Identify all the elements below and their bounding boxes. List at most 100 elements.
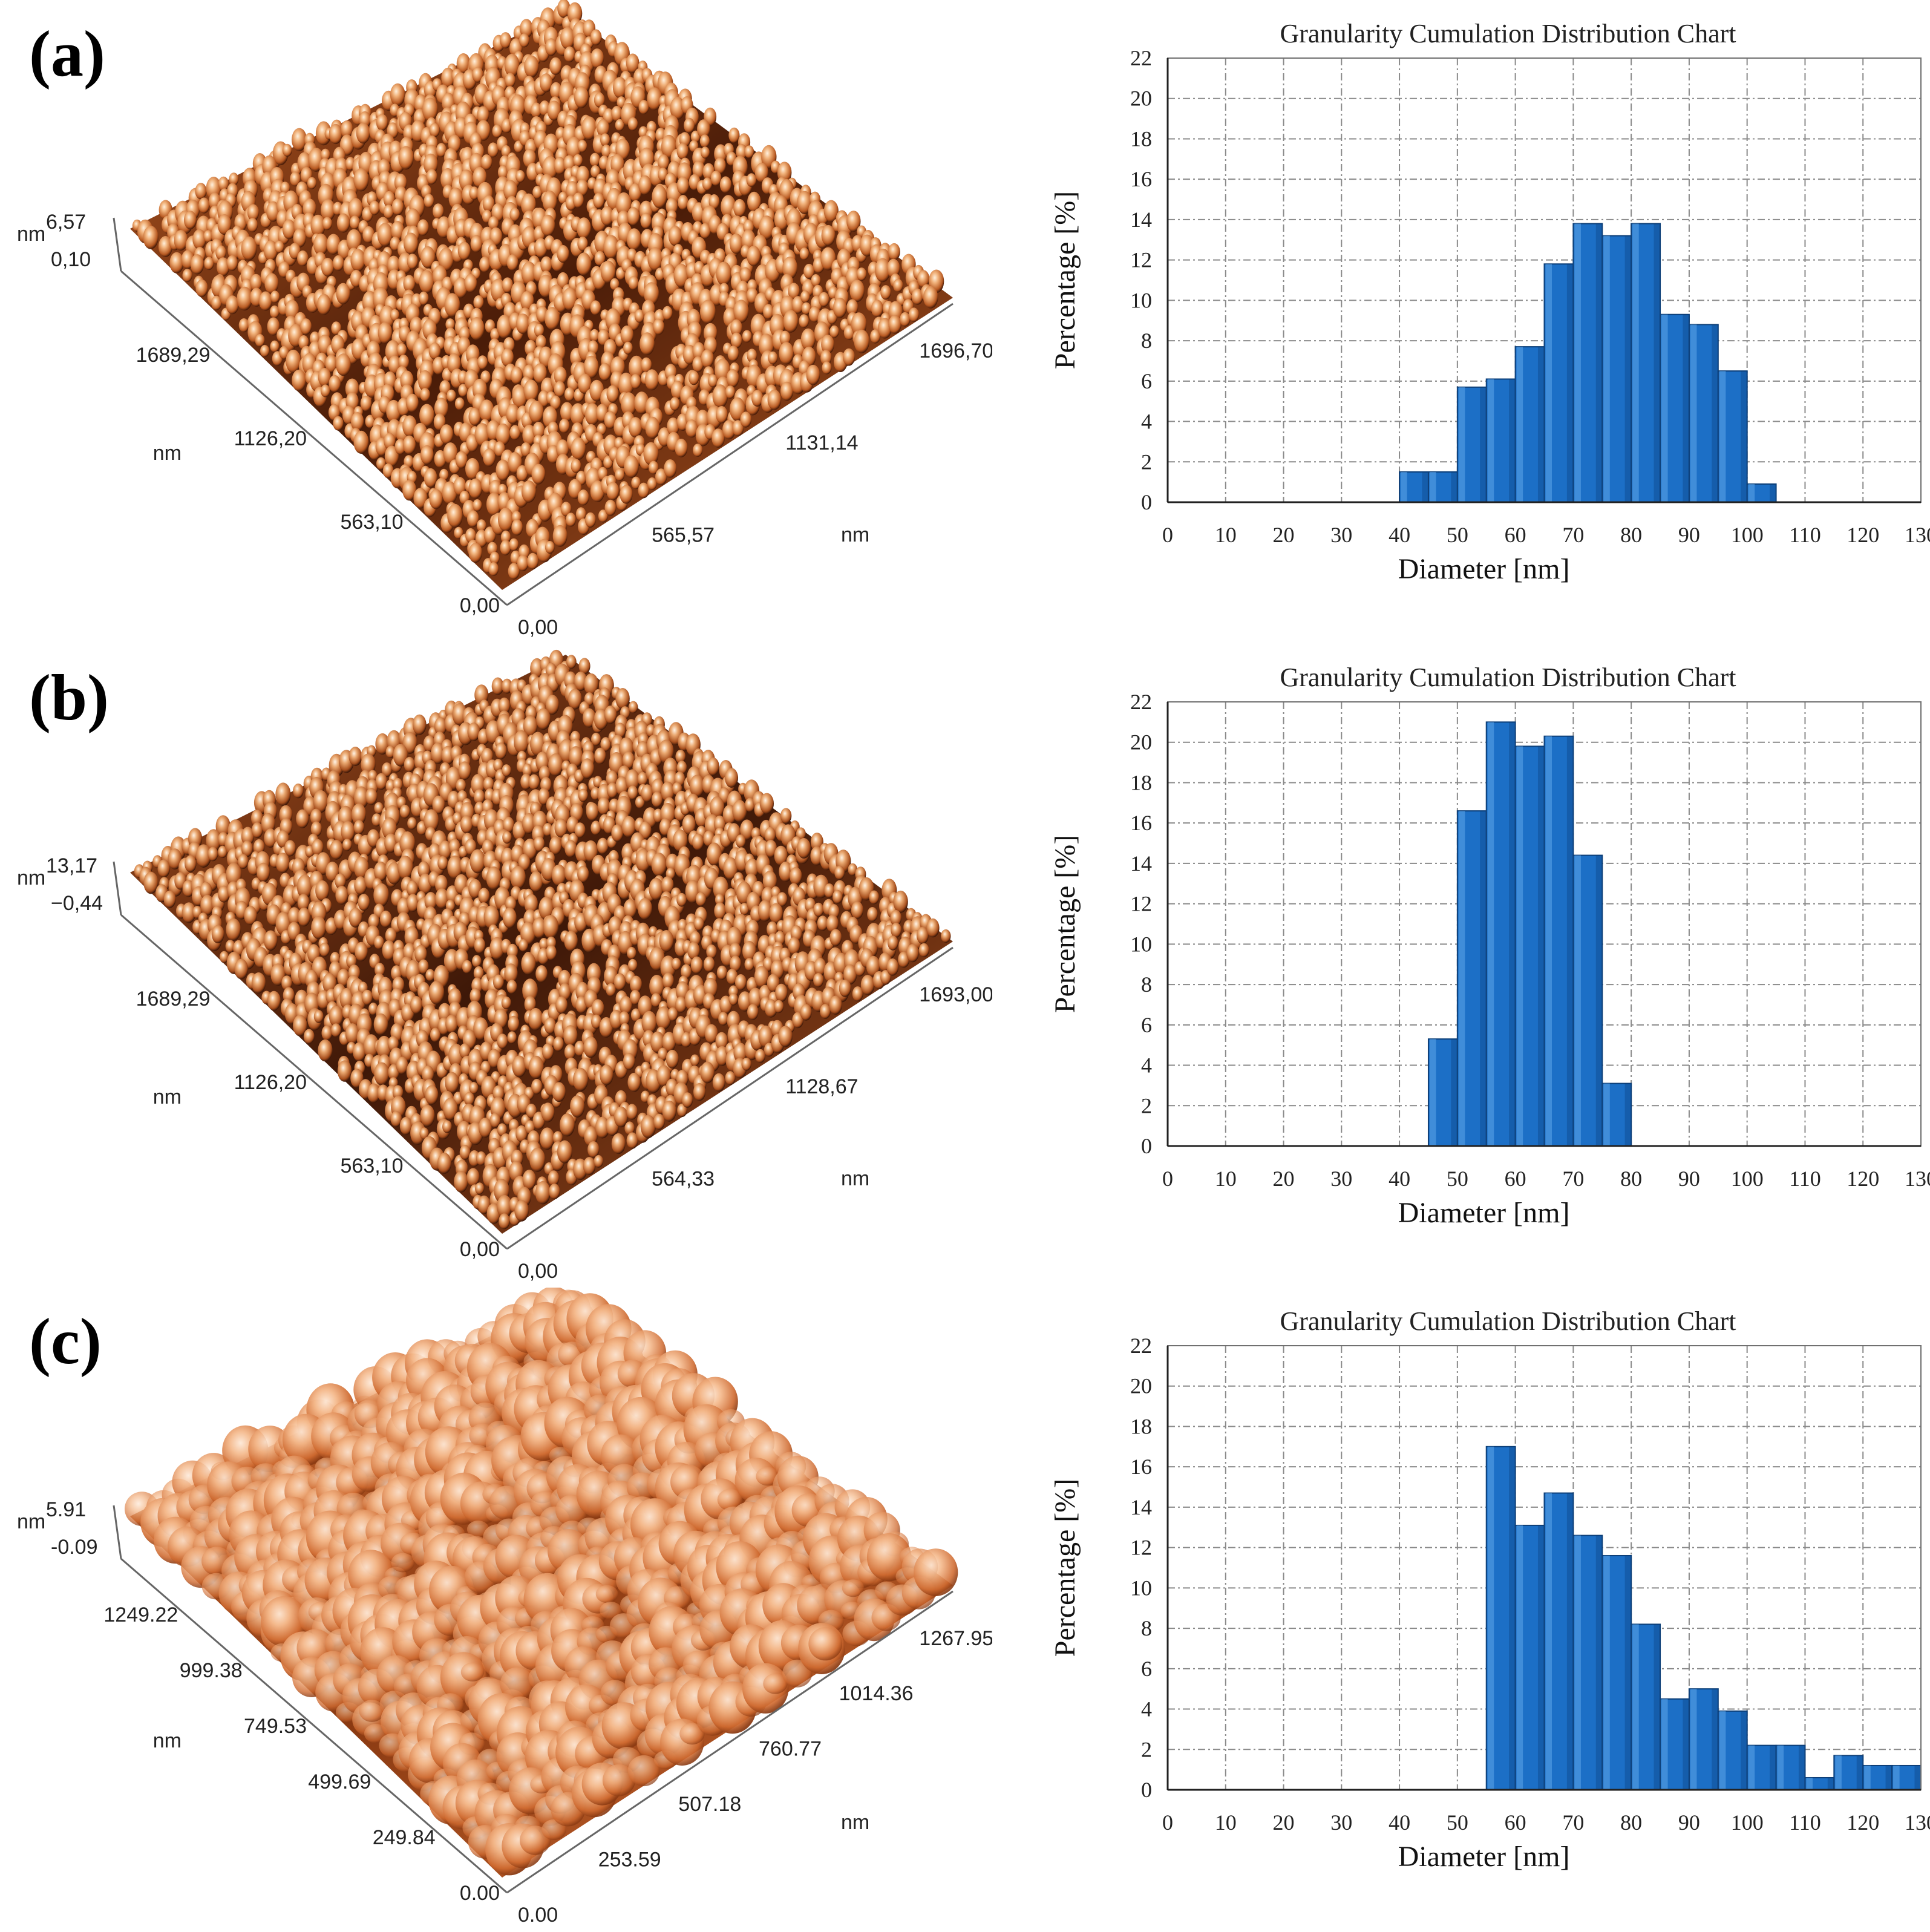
panel-label: (b) (29, 662, 109, 734)
bar-highlight (1516, 1525, 1523, 1790)
y-tick-label: 0 (1141, 1778, 1152, 1802)
y-tick-label: 0,00 (460, 594, 500, 617)
afm-3d-surface: nm5.91-0.091249.22999.38749.53499.69249.… (17, 1288, 992, 1927)
bar-highlight (1806, 1777, 1813, 1790)
bar (1543, 735, 1574, 1147)
bar-shade (1741, 1711, 1747, 1790)
bar-shade (1566, 1493, 1573, 1790)
x-tick-label: 120 (1847, 523, 1879, 547)
x-axis-label: Diameter [nm] (1398, 553, 1570, 585)
surface-features (132, 0, 944, 580)
x-tick-label: 110 (1789, 1810, 1821, 1835)
x-tick-label: 30 (1330, 1167, 1352, 1191)
bar (1601, 1554, 1632, 1790)
bar (1804, 1776, 1835, 1790)
x-tick-label: 30 (1330, 1810, 1352, 1835)
bar (1717, 1710, 1748, 1791)
x-tick-label: 1128,67 (785, 1075, 858, 1098)
bar-highlight (1429, 471, 1436, 502)
x-tick-label: 90 (1678, 523, 1700, 547)
chart-title: Granularity Cumulation Distribution Char… (1280, 19, 1736, 48)
panel-a: (a) nm 6,57 0,10 1689,29 1126,20 563,10 0,00 nm… (0, 0, 1930, 644)
x-tick-label: 50 (1447, 523, 1468, 547)
y-unit-label: nm (153, 1729, 182, 1752)
bar (1833, 1755, 1864, 1790)
z-max-label: 6,57 (46, 211, 86, 234)
bar (1660, 313, 1690, 503)
bar-highlight (1603, 235, 1610, 502)
bar (1485, 721, 1516, 1147)
bar-shade (1480, 811, 1486, 1146)
bar (1862, 1764, 1893, 1790)
bar (1688, 1688, 1719, 1790)
x-tick-label: 70 (1562, 523, 1584, 547)
z-min-label: −0,44 (51, 892, 103, 915)
y-tick-label: 4 (1141, 1697, 1152, 1721)
bar-shade (1798, 1745, 1805, 1790)
x-tick-label: 0 (1162, 1810, 1173, 1835)
y-tick-label: 2 (1141, 1737, 1152, 1761)
x-tick-label: 60 (1505, 1167, 1526, 1191)
x-unit-label: nm (841, 1811, 869, 1834)
bar-highlight (1603, 1083, 1610, 1146)
x-tick-label: 120 (1847, 1167, 1879, 1191)
bar-shade (1451, 471, 1457, 502)
bar-shade (1566, 736, 1573, 1146)
bar-highlight (1487, 1446, 1494, 1790)
z-axis-line (113, 217, 122, 272)
bar (1514, 745, 1545, 1147)
y-tick-label: 1126,20 (234, 1071, 307, 1094)
bar-highlight (1632, 223, 1639, 502)
surface-features (134, 649, 951, 1230)
x-tick-label: 110 (1789, 1167, 1821, 1191)
bar-shade (1422, 471, 1428, 502)
y-tick-label: 4 (1141, 410, 1152, 434)
bar-highlight (1719, 1711, 1726, 1790)
z-unit-label: nm (17, 223, 45, 246)
panel-label: (a) (29, 18, 105, 90)
x-tick-label: 760.77 (759, 1738, 822, 1761)
z-min-label: 0,10 (51, 248, 91, 271)
x-tick-label: 90 (1678, 1167, 1700, 1191)
bar-shade (1827, 1777, 1834, 1790)
x-tick-label: 1131,14 (785, 431, 858, 454)
y-axis-label: Percentage [%] (1049, 1479, 1081, 1657)
x-tick-label: 40 (1389, 1810, 1410, 1835)
x-tick-label: 130 (1905, 1167, 1930, 1191)
x-axis-line (506, 1590, 954, 1894)
x-tick-label: 50 (1447, 1810, 1468, 1835)
x-tick-label: 507.18 (678, 1793, 741, 1816)
bar-shade (1537, 746, 1544, 1146)
y-tick-label: 20 (1130, 87, 1152, 111)
bar-shade (1683, 314, 1689, 502)
y-tick-label: 18 (1130, 126, 1152, 151)
bar-highlight (1864, 1765, 1871, 1790)
bar-highlight (1574, 855, 1581, 1146)
x-tick-label: 10 (1215, 523, 1237, 547)
bar (1399, 471, 1429, 503)
x-tick-label: 70 (1562, 1167, 1584, 1191)
y-tick-label: 8 (1141, 1616, 1152, 1640)
x-tick-label: 110 (1789, 523, 1821, 547)
x-tick-label: 10 (1215, 1810, 1237, 1835)
x-tick-label: 564,33 (652, 1168, 715, 1191)
bar-shade (1566, 264, 1573, 502)
bar-shade (1741, 371, 1747, 502)
bar (1572, 1534, 1603, 1790)
bar-shade (1595, 223, 1602, 502)
y-tick-label: 2 (1141, 1093, 1152, 1118)
panel-c: (c) nm 5.91 -0.09 1249.22 999.38 749.53 499.69… (0, 1288, 1930, 1932)
x-unit-label: nm (841, 1167, 869, 1190)
x-tick-label: 0 (1162, 523, 1173, 547)
y-tick-label: 12 (1130, 248, 1152, 272)
bar-highlight (1632, 1624, 1639, 1790)
x-tick-label: 90 (1678, 1810, 1700, 1835)
y-axis-line (120, 1557, 508, 1894)
y-tick-label: 14 (1130, 208, 1152, 232)
x-tick-label: 253.59 (598, 1848, 661, 1871)
bar-highlight (1545, 264, 1552, 502)
y-tick-label: 14 (1130, 1495, 1152, 1519)
bar-highlight (1429, 1039, 1436, 1146)
panel-b: (b) nm 13,17 −0,44 1689,29 1126,20 563,10 0,00… (0, 644, 1930, 1288)
y-tick-label: 1689,29 (136, 344, 211, 367)
